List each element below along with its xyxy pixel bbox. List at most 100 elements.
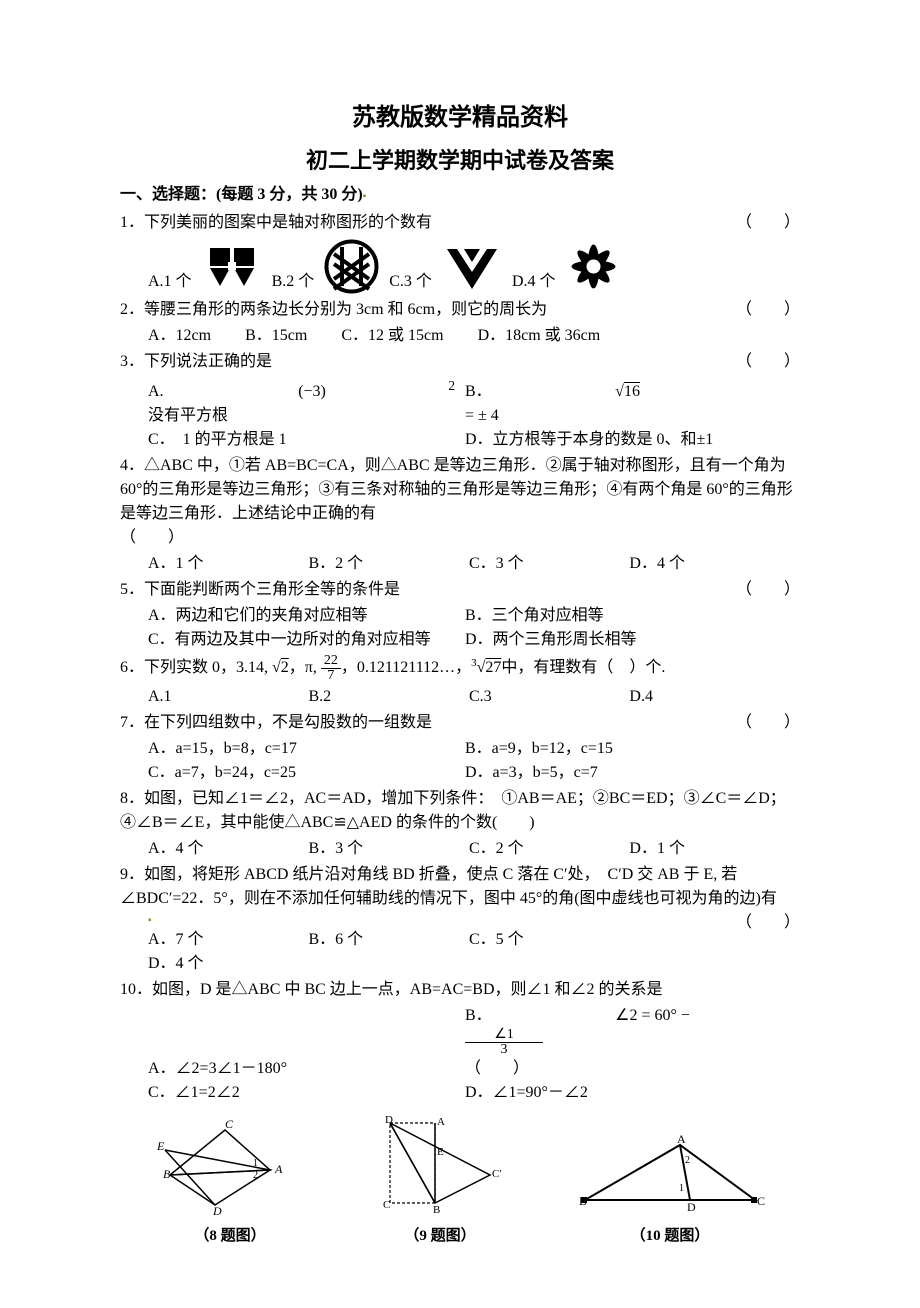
pattern-icon-2 <box>324 239 379 294</box>
q10-opts-row1: A．∠2=3∠1－180° B．∠2 = 60° − ∠13 （ ） <box>120 1004 800 1081</box>
q7-opt-a: A．a=15，b=8，c=17 <box>148 737 461 761</box>
q2-opt-c: C．12 或 15cm <box>341 324 443 348</box>
q10-opts-row2: C．∠1=2∠2 D．∠1=90°－∠2 <box>120 1081 800 1105</box>
q4-opt-a: A．1 个 <box>148 552 304 576</box>
q4-opt-c: C．3 个 <box>469 552 625 576</box>
q1-opt-a: A.1 个 <box>148 270 192 294</box>
question-7: 7．在下列四组数中，不是勾股数的一组数是 （ ） <box>120 711 800 735</box>
q6-opt-d: D.4 <box>629 685 785 709</box>
q7-opt-d: D．a=3，b=5，c=7 <box>465 761 778 785</box>
svg-text:E: E <box>156 1139 165 1153</box>
svg-text:A: A <box>437 1116 445 1128</box>
svg-text:C: C <box>383 1199 390 1211</box>
q10-stem: 10．如图，D 是△ABC 中 BC 边上一点，AB=AC=BD，则∠1 和∠2… <box>120 981 663 998</box>
q7-opt-b: B．a=9，b=12，c=15 <box>465 737 778 761</box>
q6-stem-pre: 6．下列实数 0，3.14, <box>120 660 272 677</box>
q5-opt-a: A．两边和它们的夹角对应相等 <box>148 604 461 628</box>
q5-opts-row2: C．有两边及其中一边所对的角对应相等 D．两个三角形周长相等 <box>120 628 800 652</box>
q6-opt-c: C.3 <box>469 685 625 709</box>
q9-opt-c: C．5 个 <box>469 928 625 952</box>
svg-text:1: 1 <box>679 1183 684 1194</box>
decoration-mark: ▪ <box>120 913 800 928</box>
figure-9: D A C B C′ E （9 题图） <box>375 1115 505 1248</box>
q8-opt-c: C．2 个 <box>469 837 625 861</box>
decoration-mark: ▪ <box>363 191 367 202</box>
q8-opt-b: B．3 个 <box>308 837 464 861</box>
q1-opt-d: D.4 个 <box>512 270 556 294</box>
q2-opt-a: A．12cm <box>148 324 211 348</box>
blank-paren: （ ） <box>736 578 800 602</box>
q9-opt-b: B．6 个 <box>308 928 464 952</box>
q4-opt-d: D．4 个 <box>629 552 785 576</box>
svg-text:B: B <box>433 1204 440 1215</box>
svg-text:D: D <box>212 1204 222 1215</box>
figure-10-caption: （10 题图） <box>575 1225 765 1248</box>
q8-stem: 8．如图，已知∠1＝∠2，AC＝AD，增加下列条件： ①AB＝AE；②BC＝ED… <box>120 790 786 831</box>
question-5: 5．下面能判断两个三角形全等的条件是 （ ） <box>120 578 800 602</box>
q1-opt-c: C.3 个 <box>389 270 432 294</box>
question-8: 8．如图，已知∠1＝∠2，AC＝AD，增加下列条件： ①AB＝AE；②BC＝ED… <box>120 787 800 835</box>
question-1: 1．下列美丽的图案中是轴对称图形的个数有 （ ） <box>120 211 800 235</box>
question-2: 2．等腰三角形的两条边长分别为 3cm 和 6cm，则它的周长为 （ ） <box>120 298 800 322</box>
figure-10: A B C D 1 2 （10 题图） <box>575 1135 765 1248</box>
q5-opts-row1: A．两边和它们的夹角对应相等 B．三个角对应相等 <box>120 604 800 628</box>
svg-text:A: A <box>677 1135 686 1146</box>
q1-stem: 1．下列美丽的图案中是轴对称图形的个数有 <box>120 214 432 231</box>
svg-text:2: 2 <box>253 1170 258 1181</box>
pattern-icon-4 <box>566 239 621 294</box>
question-10: 10．如图，D 是△ABC 中 BC 边上一点，AB=AC=BD，则∠1 和∠2… <box>120 978 800 1002</box>
blank-paren: （ ） <box>736 211 800 235</box>
pattern-icon-3 <box>442 244 502 294</box>
q6-opt-a: A.1 <box>148 685 304 709</box>
q9-stem: 9．如图，将矩形 ABCD 纸片沿对角线 BD 折叠，使点 C 落在 C′处， … <box>120 866 777 907</box>
section-1-head: 一、选择题：(每题 3 分，共 30 分)▪ <box>120 183 800 207</box>
figure-8: A B C D E 1 2 （8 题图） <box>155 1120 305 1248</box>
q5-opt-c: C．有两边及其中一边所对的角对应相等 <box>148 628 461 652</box>
blank-paren: （ ） <box>736 350 800 374</box>
q2-opts: A．12cm B．15cm C．12 或 15cm D．18cm 或 36cm <box>120 324 800 348</box>
q3-opt-a: A. (−3)2 没有平方根 <box>148 376 461 428</box>
svg-text:C: C <box>757 1194 765 1208</box>
blank-paren: （ ） <box>736 298 800 322</box>
q7-opt-c: C．a=7，b=24，c=25 <box>148 761 461 785</box>
blank-paren: （ ） <box>736 711 800 735</box>
q10-opt-c: C．∠1=2∠2 <box>148 1081 461 1105</box>
q5-opt-b: B．三个角对应相等 <box>465 604 778 628</box>
fraction-angle1-3: ∠13 <box>465 1028 615 1057</box>
doc-title-1: 苏教版数学精品资料 <box>120 100 800 136</box>
q7-opts-row2: C．a=7，b=24，c=25 D．a=3，b=5，c=7 <box>120 761 800 785</box>
figure-9-caption: （9 题图） <box>375 1225 505 1248</box>
q3-stem: 3．下列说法正确的是 <box>120 353 272 370</box>
fraction-22-7: 227 <box>321 654 341 683</box>
figure-9-svg: D A C B C′ E <box>375 1115 505 1215</box>
q5-stem: 5．下面能判断两个三角形全等的条件是 <box>120 581 400 598</box>
svg-text:2: 2 <box>685 1155 690 1166</box>
q5-opt-d: D．两个三角形周长相等 <box>465 628 778 652</box>
svg-text:C′: C′ <box>492 1168 502 1180</box>
question-4: 4．△ABC 中，①若 AB=BC=CA，则△ABC 是等边三角形．②属于轴对称… <box>120 454 800 550</box>
section-1-text: 一、选择题：(每题 3 分，共 30 分) <box>120 186 363 203</box>
q6-opts: A.1 B.2 C.3 D.4 <box>120 685 800 709</box>
q7-stem: 7．在下列四组数中，不是勾股数的一组数是 <box>120 714 432 731</box>
q3-opts-row1: A. (−3)2 没有平方根 B．√16 = ± 4 <box>120 376 800 428</box>
q3-opts-row2: C． 1 的平方根是 1 D．立方根等于本身的数是 0、和±1 <box>120 428 800 452</box>
q9-opt-d: D．4 个 <box>148 952 304 976</box>
q2-opt-b: B．15cm <box>245 324 307 348</box>
q6-opt-b: B.2 <box>308 685 464 709</box>
svg-text:D: D <box>687 1200 696 1214</box>
q1-icons-row: A.1 个 B.2 个 C.3 个 D.4 个 <box>120 239 800 294</box>
figure-8-caption: （8 题图） <box>155 1225 305 1248</box>
q2-stem: 2．等腰三角形的两条边长分别为 3cm 和 6cm，则它的周长为 <box>120 301 547 318</box>
q10-opt-b: B．∠2 = 60° − ∠13 （ ） <box>465 1004 778 1081</box>
question-3: 3．下列说法正确的是 （ ） <box>120 350 800 374</box>
svg-text:A: A <box>274 1162 283 1176</box>
blank-paren: （ ） <box>120 529 184 546</box>
q10-opt-a: A．∠2=3∠1－180° <box>148 1057 461 1081</box>
q1-opt-b: B.2 个 <box>272 270 315 294</box>
svg-text:C: C <box>225 1120 234 1131</box>
q3-opt-d: D．立方根等于本身的数是 0、和±1 <box>465 428 778 452</box>
svg-text:1: 1 <box>253 1158 258 1169</box>
q7-opts-row1: A．a=15，b=8，c=17 B．a=9，b=12，c=15 <box>120 737 800 761</box>
q9-opt-a: A．7 个 <box>148 928 304 952</box>
svg-text:E: E <box>437 1146 444 1158</box>
